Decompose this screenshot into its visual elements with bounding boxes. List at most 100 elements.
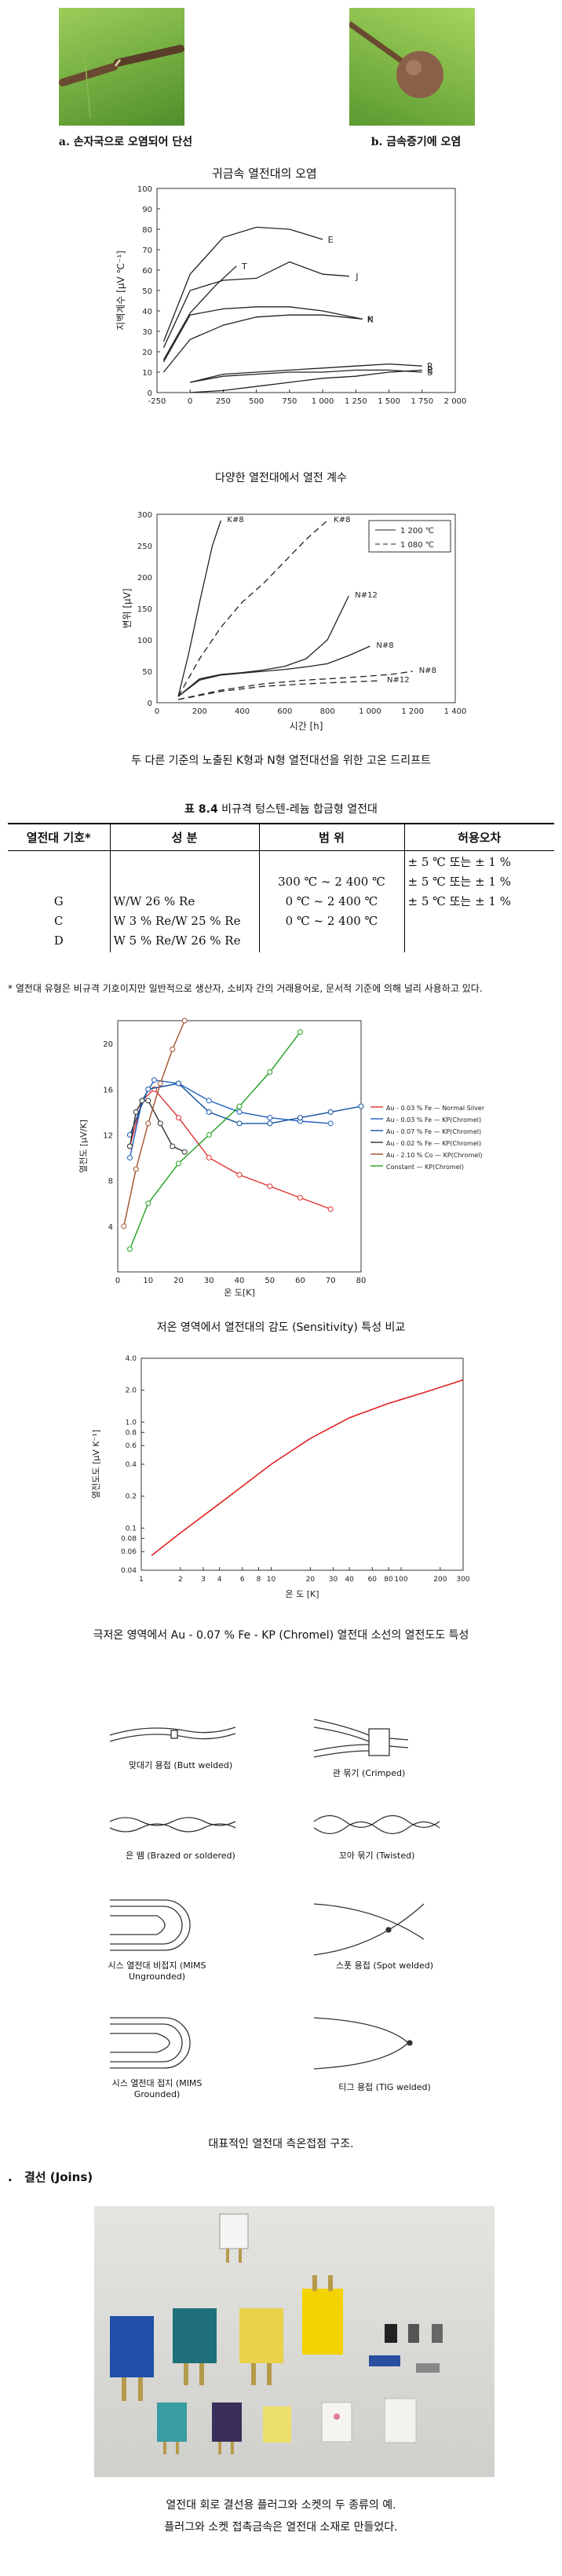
chart3-legend-label: Au - 0.03 % Fe — Normal Silver bbox=[386, 1105, 485, 1112]
junction-drawings bbox=[109, 1719, 440, 2070]
chart2-series-label: K#8 bbox=[227, 516, 243, 524]
chart4-ytick-label: 0.8 bbox=[126, 1429, 137, 1437]
chart1-ylabel: 지벡계수 [μV ℃⁻¹] bbox=[115, 250, 126, 331]
chart1-xtick-label: 1 250 bbox=[345, 397, 367, 406]
chart1-xtick-label: 2 000 bbox=[444, 397, 467, 406]
chart3-point bbox=[327, 1120, 334, 1127]
chart3-point bbox=[206, 1131, 212, 1138]
chart4-ylabel: 열전도도 [μV K⁻¹] bbox=[91, 1430, 101, 1499]
chart4-ytick-label: 0.2 bbox=[126, 1493, 137, 1501]
chart2-series-N#12 bbox=[177, 680, 381, 700]
chart3-point bbox=[236, 1120, 243, 1127]
cell-tolerance: ± 5 ℃ 또는 ± 1 % bbox=[407, 894, 511, 908]
chart-sensitivity: 0 10 20 30 40 50 60 70 80 4 8 12 16 20 온 도[K] 열전도 [μV/K… bbox=[71, 1013, 510, 1303]
chart2-legend-label: 1 200 ℃ bbox=[400, 527, 434, 535]
chart3-xtick-label: 30 bbox=[204, 1277, 214, 1285]
chart3-frame bbox=[117, 1020, 362, 1273]
mims-ungrounded-icon bbox=[110, 1899, 191, 1951]
chart4-xtick-label: 10 bbox=[267, 1576, 276, 1584]
chart1-ytick-label: 70 bbox=[142, 247, 152, 255]
chart3-point bbox=[236, 1171, 243, 1178]
chart3-point bbox=[267, 1183, 273, 1189]
plug-yellow-small bbox=[263, 2406, 291, 2443]
chart1-series-label: B bbox=[427, 365, 433, 375]
chart3-point bbox=[170, 1046, 176, 1052]
chart3-point bbox=[297, 1029, 303, 1036]
chart4-xtick-label: 100 bbox=[394, 1576, 407, 1584]
chart4-xtick-label: 40 bbox=[345, 1576, 354, 1584]
chart-thermal-conductivity: 1 2 3 4 6 8 10 20 30 40 60 80 100 200 300 0.04 0.06 0.08 0… bbox=[78, 1350, 487, 1610]
chart1-ytick-label: 40 bbox=[142, 308, 152, 316]
chart3-ytick-label: 12 bbox=[103, 1131, 113, 1140]
chart1-series-label: N bbox=[367, 314, 374, 324]
chart3-point bbox=[133, 1109, 139, 1115]
chart3-point bbox=[236, 1109, 243, 1115]
chart4-ytick-label: 0.04 bbox=[121, 1567, 137, 1575]
chart2-series-label: K#8 bbox=[334, 516, 350, 524]
chart1-xtick-label: 0 bbox=[188, 397, 192, 406]
chart1-series-label: E bbox=[328, 235, 334, 245]
chart4-xtick-label: 1 bbox=[139, 1576, 144, 1584]
chart1-series-label: T bbox=[241, 261, 247, 272]
chart3-legend-label: Au - 2.10 % Co — KP(Chromel) bbox=[386, 1152, 483, 1159]
mims-grounded-icon bbox=[110, 2017, 191, 2069]
chart1-title: 귀금속 열전대의 오염 bbox=[212, 166, 317, 181]
plug-white-small bbox=[219, 2213, 249, 2263]
chart3-point bbox=[267, 1115, 273, 1121]
chart2-ytick-label: 250 bbox=[137, 543, 152, 551]
chart3-point bbox=[139, 1098, 145, 1104]
label-twisted: 꼬아 묶기 (Twisted) bbox=[338, 1851, 415, 1861]
chart1-ytick-label: 50 bbox=[142, 287, 152, 296]
chart3-ytick-label: 20 bbox=[103, 1040, 113, 1049]
chart3-point bbox=[358, 1103, 364, 1109]
chart3-point bbox=[267, 1069, 273, 1075]
chart2-series-N#8 bbox=[177, 645, 370, 697]
chart2-series-N#8 bbox=[177, 670, 413, 700]
chart3-point bbox=[157, 1120, 163, 1127]
chart3-point bbox=[181, 1149, 188, 1155]
chart3-xtick-label: 40 bbox=[235, 1277, 245, 1285]
chart1-xtick-label: 1 750 bbox=[411, 397, 433, 406]
chart2-ylabel: 변위 [μV] bbox=[122, 588, 133, 628]
cell-tolerance: ± 5 ℃ 또는 ± 1 % bbox=[407, 875, 511, 889]
chart1-series-K bbox=[162, 306, 363, 363]
plug-white-pink bbox=[321, 2402, 352, 2443]
plug-teal-small bbox=[157, 2402, 187, 2454]
chart1-series-N bbox=[162, 314, 363, 373]
plug-navy-small bbox=[212, 2402, 242, 2454]
chart2-ytick-label: 300 bbox=[137, 511, 152, 520]
section-bullet: . bbox=[8, 2170, 13, 2184]
chart1-xtick-label: -250 bbox=[148, 397, 166, 406]
fig1-caption: 다양한 열전대에서 열전 계수 bbox=[215, 472, 347, 484]
cell-symbol: C bbox=[54, 914, 64, 928]
chart4-ytick-label: 0.08 bbox=[121, 1535, 137, 1543]
chart1-xtick-label: 500 bbox=[249, 397, 264, 406]
chart3-point bbox=[127, 1143, 133, 1149]
twisted-icon bbox=[313, 1814, 440, 1835]
chart1-series-label: S bbox=[427, 367, 432, 378]
plug-yellow bbox=[239, 2308, 283, 2385]
chart3-point bbox=[297, 1194, 303, 1200]
chart3-ytick-label: 16 bbox=[103, 1086, 113, 1094]
chart3-xtick-label: 0 bbox=[115, 1277, 120, 1285]
label-butt-welded: 맞대기 용접 (Butt welded) bbox=[128, 1760, 233, 1770]
th-composition: 성 분 bbox=[109, 823, 259, 851]
plugs-image bbox=[110, 2213, 443, 2454]
chart3-point bbox=[127, 1155, 133, 1161]
chart2-xlabel: 시간 [h] bbox=[290, 721, 323, 732]
th-symbol: 열전대 기호* bbox=[8, 823, 110, 851]
plug-white-right bbox=[384, 2398, 417, 2443]
chart2-ytick-label: 50 bbox=[142, 668, 152, 677]
fig4-caption: 극저온 영역에서 Au - 0.07 % Fe - KP (Chromel) 열… bbox=[93, 1629, 469, 1642]
th-range: 범 위 bbox=[258, 823, 404, 851]
chart3-point bbox=[206, 1098, 212, 1104]
label-spot-welded: 스폿 용접 (Spot welded) bbox=[335, 1960, 434, 1971]
chart4-xtick-label: 3 bbox=[201, 1576, 206, 1584]
chart1-series-label: R bbox=[427, 361, 433, 371]
chart4-frame bbox=[140, 1357, 464, 1571]
label-crimped: 관 묶기 (Crimped) bbox=[332, 1768, 406, 1778]
brazed-icon bbox=[109, 1817, 236, 1832]
chart2-series-label: N#12 bbox=[387, 676, 410, 685]
chart3-point bbox=[327, 1109, 334, 1115]
